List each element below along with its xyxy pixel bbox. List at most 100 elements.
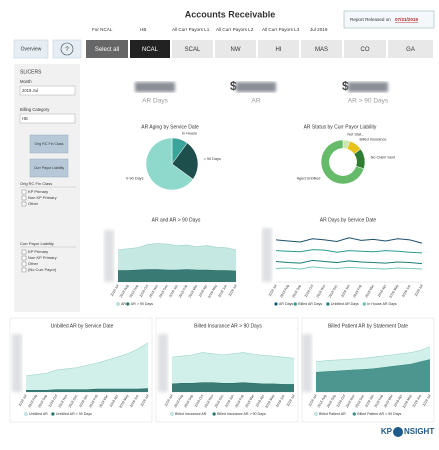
legend-label: Unbilled AR — [29, 412, 48, 416]
tab[interactable] — [301, 40, 342, 58]
overview-label[interactable]: Overview — [21, 46, 42, 52]
area-line — [315, 346, 431, 363]
legend-label: Unbilled AR Days — [331, 302, 359, 306]
slicer-button[interactable] — [29, 134, 69, 154]
line — [275, 266, 423, 270]
tab[interactable] — [215, 40, 256, 58]
x-tick-label: 2018 Sep — [326, 394, 337, 409]
tab-label[interactable]: NW — [231, 47, 241, 53]
x-tick-label: 2018 Jul — [18, 394, 28, 407]
list-item[interactable]: Non KP Primary — [28, 255, 57, 260]
filter-text: Jul 2019 — [310, 27, 328, 32]
checkbox[interactable] — [21, 267, 27, 273]
tab[interactable] — [130, 40, 170, 58]
list-item[interactable]: Other — [28, 201, 39, 206]
panel — [9, 317, 153, 423]
area-line — [171, 352, 295, 359]
area — [172, 352, 294, 392]
kpi-value-blurred — [135, 82, 175, 92]
slicer-button[interactable] — [29, 158, 69, 178]
tab[interactable] — [344, 40, 386, 58]
kpi-label: AR > 90 Days — [348, 98, 389, 105]
tab-label[interactable]: HI — [276, 47, 282, 53]
tab-label[interactable]: CO — [361, 47, 370, 53]
filter-text: All Curr Payors L2 — [216, 27, 254, 32]
checkbox[interactable] — [21, 201, 27, 207]
x-tick-label: 2018 Sep — [183, 394, 194, 409]
line — [275, 259, 423, 265]
list-item[interactable]: (No Curr Payor) — [28, 267, 57, 272]
chart-title: AR and AR > 90 Days — [152, 217, 201, 223]
x-tick-label: 2019 May — [118, 394, 129, 409]
x-tick-label: 2019 Feb — [234, 394, 245, 409]
slicer-button-label[interactable]: Curr Payor Liability — [34, 166, 65, 170]
legend-label: In House AR Days — [367, 302, 397, 306]
checkbox[interactable] — [21, 249, 27, 255]
chart-title: AR Aging by Service Date — [141, 124, 199, 130]
x-tick-label: 2019 Jul — [422, 394, 432, 407]
tab[interactable] — [172, 40, 213, 58]
dropdown[interactable] — [19, 113, 76, 124]
x-tick-label: 2018 Jul — [308, 394, 318, 407]
kpi-prefix: $ — [230, 79, 237, 93]
list-item[interactable]: Other — [28, 261, 39, 266]
list-item[interactable]: KP Primary — [28, 249, 48, 254]
help-circle — [60, 42, 74, 56]
tab[interactable] — [388, 40, 433, 58]
legend-swatch — [116, 302, 120, 306]
list-item[interactable]: Non KP Primary — [28, 195, 57, 200]
tab-label[interactable]: GA — [406, 47, 415, 53]
checkbox[interactable] — [21, 255, 27, 261]
list-item[interactable]: KP Primary — [28, 189, 48, 194]
legend-swatch — [314, 412, 318, 416]
slice-label: Aged Unbilled — [297, 176, 321, 180]
y-axis-blurred — [262, 228, 272, 282]
chart-title: Billed Patient AR by Statement Date — [328, 323, 408, 329]
tab[interactable] — [86, 40, 128, 58]
tab-label[interactable]: NCAL — [142, 47, 159, 53]
legend-label: AR Days — [279, 302, 293, 306]
x-tick-label: 2018 Dec — [68, 394, 79, 409]
slice-label: Billed Insurance — [359, 137, 386, 141]
x-tick-label: 2019 Jan — [78, 394, 88, 408]
x-tick-label: 2018 Oct — [139, 284, 149, 298]
logo-right: NSIGHT — [404, 427, 434, 436]
x-tick-label: 2018 Sep — [37, 394, 48, 409]
x-tick-label: 2018 Oct — [48, 394, 58, 408]
tab-label[interactable]: Select all — [95, 47, 119, 53]
help-label[interactable]: ? — [65, 47, 69, 53]
tab-label[interactable]: SCAL — [185, 47, 201, 53]
x-tick-label: 2018 Jul — [268, 284, 278, 297]
x-tick-label: 2018 Nov — [58, 394, 69, 409]
filter-text: HB — [140, 27, 146, 32]
x-tick-label: 2019 Jun — [129, 394, 139, 408]
dropdown[interactable] — [19, 85, 76, 96]
legend-label: Billed Insurance AR > 90 Days — [217, 412, 266, 416]
kpi-value-blurred — [236, 82, 276, 92]
slice-label: Not Stat... — [347, 132, 364, 136]
help-button[interactable] — [52, 39, 82, 59]
legend-label: Unbilled AR > 90 Days — [56, 412, 92, 416]
legend-swatch — [362, 302, 367, 306]
x-tick-label: 2019 Jun — [401, 284, 411, 298]
tab[interactable] — [258, 40, 299, 58]
dropdown-value[interactable]: HB — [22, 116, 28, 121]
x-tick-label: 2018 Oct — [194, 394, 204, 408]
dropdown-value[interactable]: 2019 Jul — [22, 88, 38, 93]
overview-button[interactable] — [13, 39, 49, 59]
tab-label[interactable]: MAS — [315, 47, 328, 53]
x-tick-label: 2019 Jan — [364, 394, 374, 408]
slicer-button-label[interactable]: Orig RC Fin Class — [35, 142, 64, 146]
chart-title: AR Days by Service Date — [320, 217, 377, 223]
x-tick-label: 2019 May — [388, 284, 399, 299]
x-tick-label: 2018 Aug — [27, 394, 38, 409]
legend-swatch — [274, 302, 278, 306]
legend-swatch — [293, 302, 298, 306]
checkbox[interactable] — [21, 189, 27, 195]
checkbox[interactable] — [21, 195, 27, 201]
checkbox[interactable] — [21, 261, 27, 267]
slice-label: 0-90 Days — [126, 177, 143, 181]
dropdown-label: Billing Category — [20, 107, 50, 112]
slice-label: No Claim Sent — [371, 156, 396, 160]
x-tick-label: 2018 Sep — [291, 284, 302, 299]
